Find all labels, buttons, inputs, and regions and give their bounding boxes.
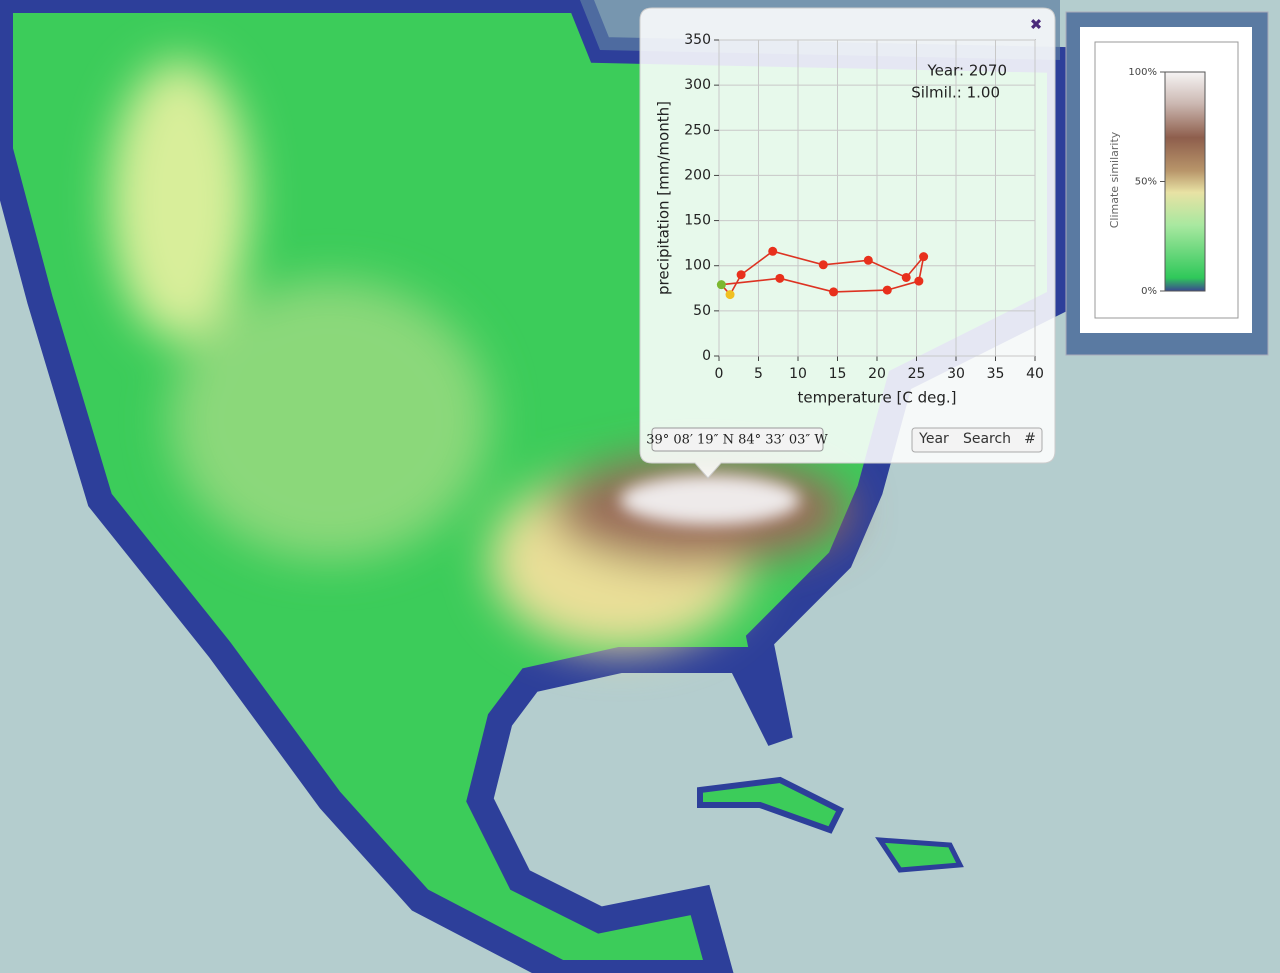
point [882,285,892,295]
cuba [697,776,845,834]
color-bar [1164,71,1206,292]
x-tick-label: 20 [868,366,886,382]
point [736,270,746,280]
point [914,276,924,286]
point [829,287,839,297]
point [725,290,735,300]
legend-tick-label: 50% [1135,177,1157,188]
y-axis-label: precipitation [mm/month] [655,101,673,295]
search-button[interactable]: Search [963,431,1011,447]
x-tick-label: 0 [715,366,724,382]
point [768,246,778,256]
point [775,273,785,283]
coordinates: 39° 08′ 19″ N 84° 33′ 03″ W [646,433,828,448]
point [863,255,873,265]
y-tick-label: 300 [684,77,711,93]
y-tick-label: 200 [684,167,711,183]
point [818,260,828,270]
x-tick-label: 35 [987,366,1005,382]
x-tick-label: 15 [829,366,847,382]
x-tick-label: 30 [947,366,965,382]
point [716,280,726,290]
legend-tick-label: 0% [1141,286,1157,297]
close-button[interactable]: ✖ [1030,16,1043,34]
y-tick-label: 50 [693,303,711,319]
hispaniola [875,837,964,873]
legend-title: Climate similarity [1108,131,1121,228]
legend-tick-label: 100% [1128,67,1157,78]
chart: 0 5 10 15 20 25 30 35 40 0 50 100 150 200 250 300 350 [684,32,1044,382]
x-tick-label: 40 [1026,366,1044,382]
year-button[interactable]: Year [918,431,949,447]
x-axis-label: temperature [C deg.] [797,389,956,407]
x-tick-label: 5 [754,366,763,382]
y-tick-label: 350 [684,32,711,48]
coordinates-box [651,427,824,452]
y-tick-label: 0 [702,348,711,364]
legend-scale: 100% 50% 0% [1128,67,1165,297]
button-group [911,427,1043,453]
y-tick-label: 150 [684,213,711,229]
point [919,252,929,262]
y-tick-label: 100 [684,258,711,274]
popup [639,7,1056,479]
annotation: Year: 2070 [927,62,1008,80]
annotation: Silmil.: 1.00 [911,84,1000,102]
x-tick-label: 10 [789,366,807,382]
similar-core [620,475,800,525]
link-button[interactable]: # [1024,431,1036,447]
x-tick-label: 25 [908,366,926,382]
y-tick-label: 250 [684,122,711,138]
climate-blobs [110,60,850,650]
point [901,272,911,282]
